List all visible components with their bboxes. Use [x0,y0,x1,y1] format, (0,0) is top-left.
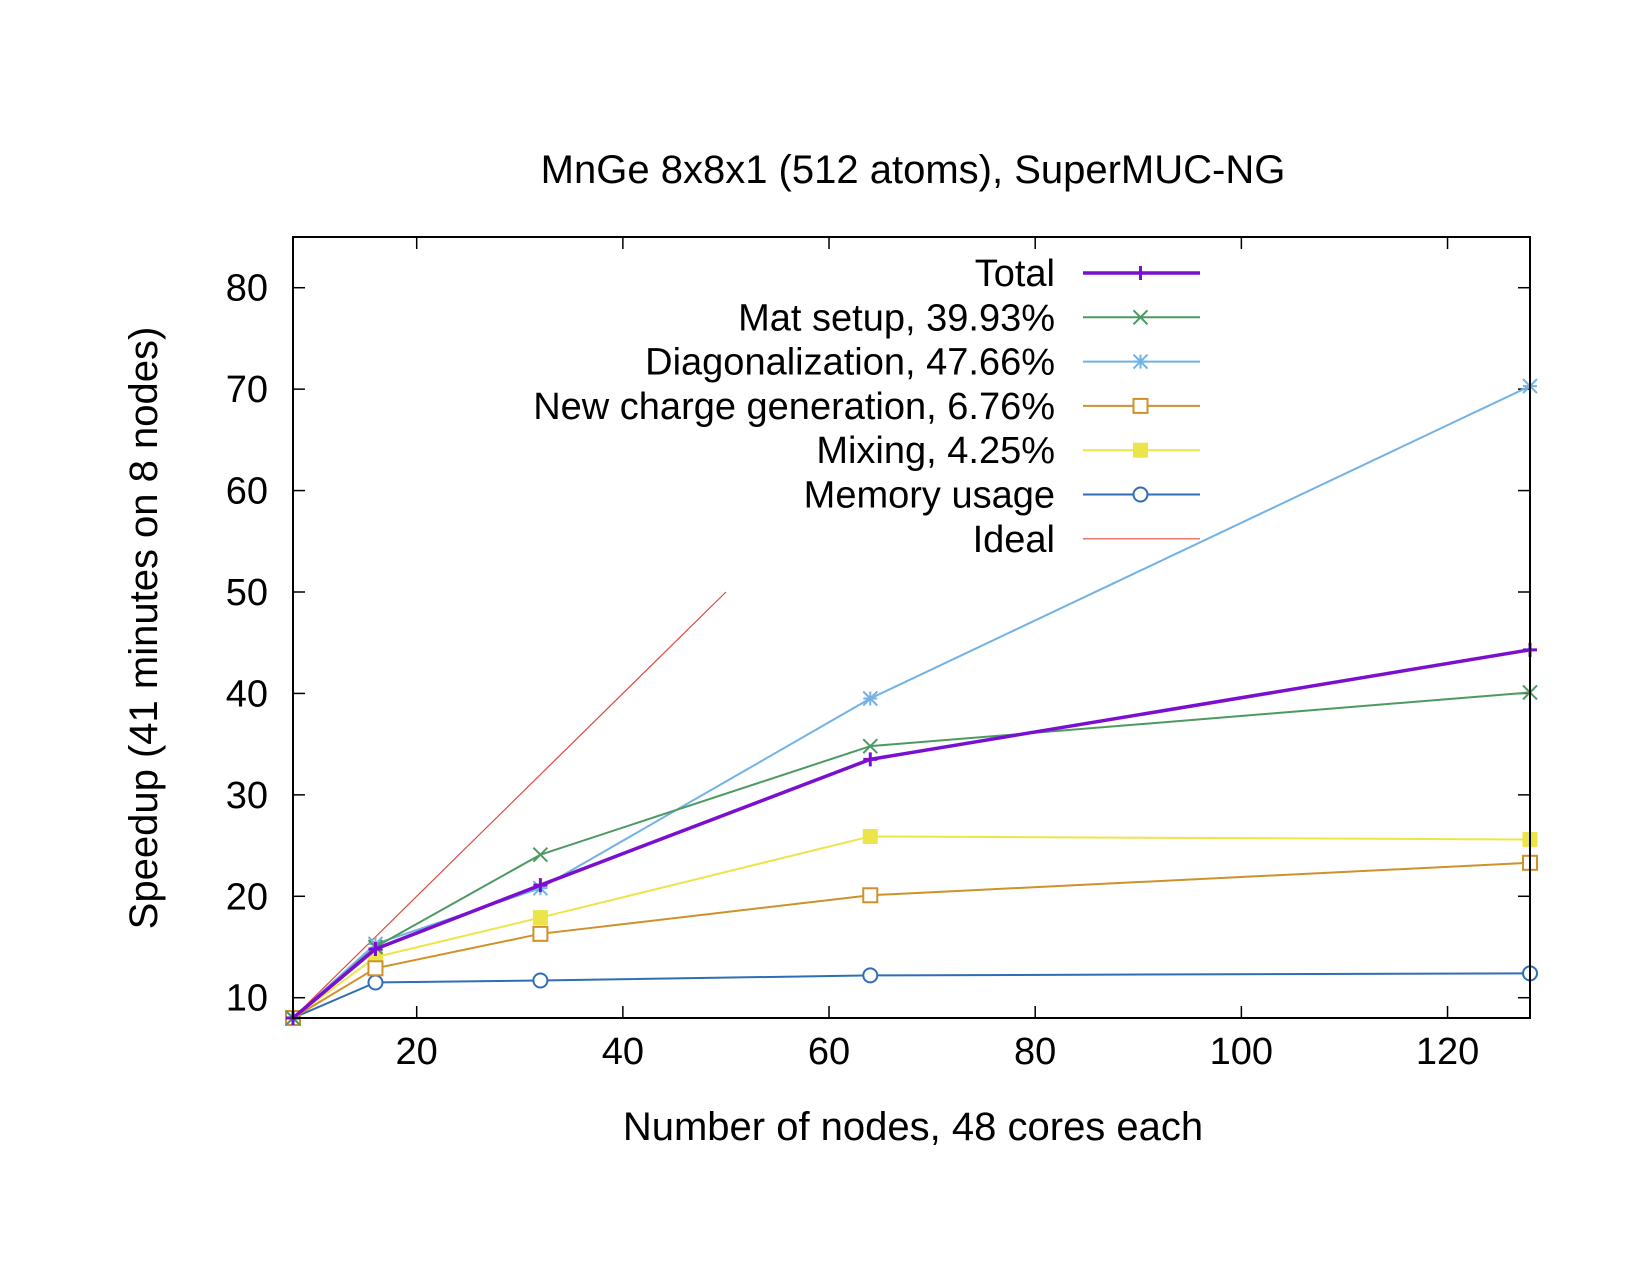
new-charge-generation-6-76-point [532,925,549,942]
y-tick-label: 40 [226,673,268,715]
memory-usage-point [532,972,549,989]
x-tick-label: 80 [1014,1031,1056,1073]
new-charge-generation-6-76-point [862,887,879,904]
memory-usage-point [862,967,879,984]
total-line [291,648,1531,1020]
chart-title: MnGe 8x8x1 (512 atoms), SuperMUC-NG [541,148,1286,192]
y-tick-label: 50 [226,572,268,614]
mat-setup-39-93-line [292,691,1531,1019]
x-tick-label: 20 [396,1031,438,1073]
mixing-4-25-point [862,828,878,844]
memory-usage-line [292,972,1531,1019]
total-point [368,942,383,957]
total-point [533,878,548,893]
legend-label-new-charge-generation-6-76: New charge generation, 6.76% [533,386,1055,428]
y-tick-label: 60 [226,471,268,513]
y-tick-label: 10 [226,978,268,1020]
memory-usage-point [367,974,384,991]
y-tick-label: 70 [226,369,268,411]
x-tick-label: 120 [1416,1031,1479,1073]
mixing-4-25-line [292,835,1531,1019]
y-tick-label: 20 [226,876,268,918]
legend-marker-diagonalization-47-66 [1132,353,1149,370]
mixing-4-25-point [532,910,548,926]
legend-marker-memory-usage [1132,486,1149,503]
x-tick-label: 100 [1210,1031,1273,1073]
new-charge-generation-6-76-line [292,861,1531,1019]
mat-setup-39-93-point [862,738,878,754]
legend-label-total: Total [975,253,1055,295]
legend-label-mixing-4-25: Mixing, 4.25% [816,430,1055,472]
x-axis-label: Number of nodes, 48 cores each [623,1105,1203,1149]
mat-setup-39-93-point [532,846,549,863]
legend-label-diagonalization-47-66: Diagonalization, 47.66% [645,342,1055,384]
y-axis-label: Speedup (41 minutes on 8 nodes) [122,327,166,930]
legend-marker-mixing-4-25 [1133,442,1148,458]
legend-label-memory-usage: Memory usage [804,475,1055,517]
plot-frame [292,236,1531,1019]
x-tick-label: 60 [808,1031,850,1073]
y-tick-label: 30 [226,775,268,817]
legend-marker-mat-setup-39-93 [1132,309,1149,326]
legend-marker-total [1133,266,1148,280]
plot-area: 20 40 60 80 100 120 10 20 30 40 50 60 70 80 [226,237,1538,1073]
ideal-line [292,591,727,1019]
y-tick-label: 80 [226,268,268,310]
total-point [863,752,878,767]
diagonalization-47-66-point [862,690,878,707]
legend-label-mat-setup-39-93: Mat setup, 39.93% [738,297,1055,339]
x-tick-label: 40 [602,1031,644,1073]
new-charge-generation-6-76-point [367,960,384,977]
legend-marker-new-charge-generation-6-76 [1132,397,1149,414]
legend-label-ideal: Ideal [973,519,1055,561]
